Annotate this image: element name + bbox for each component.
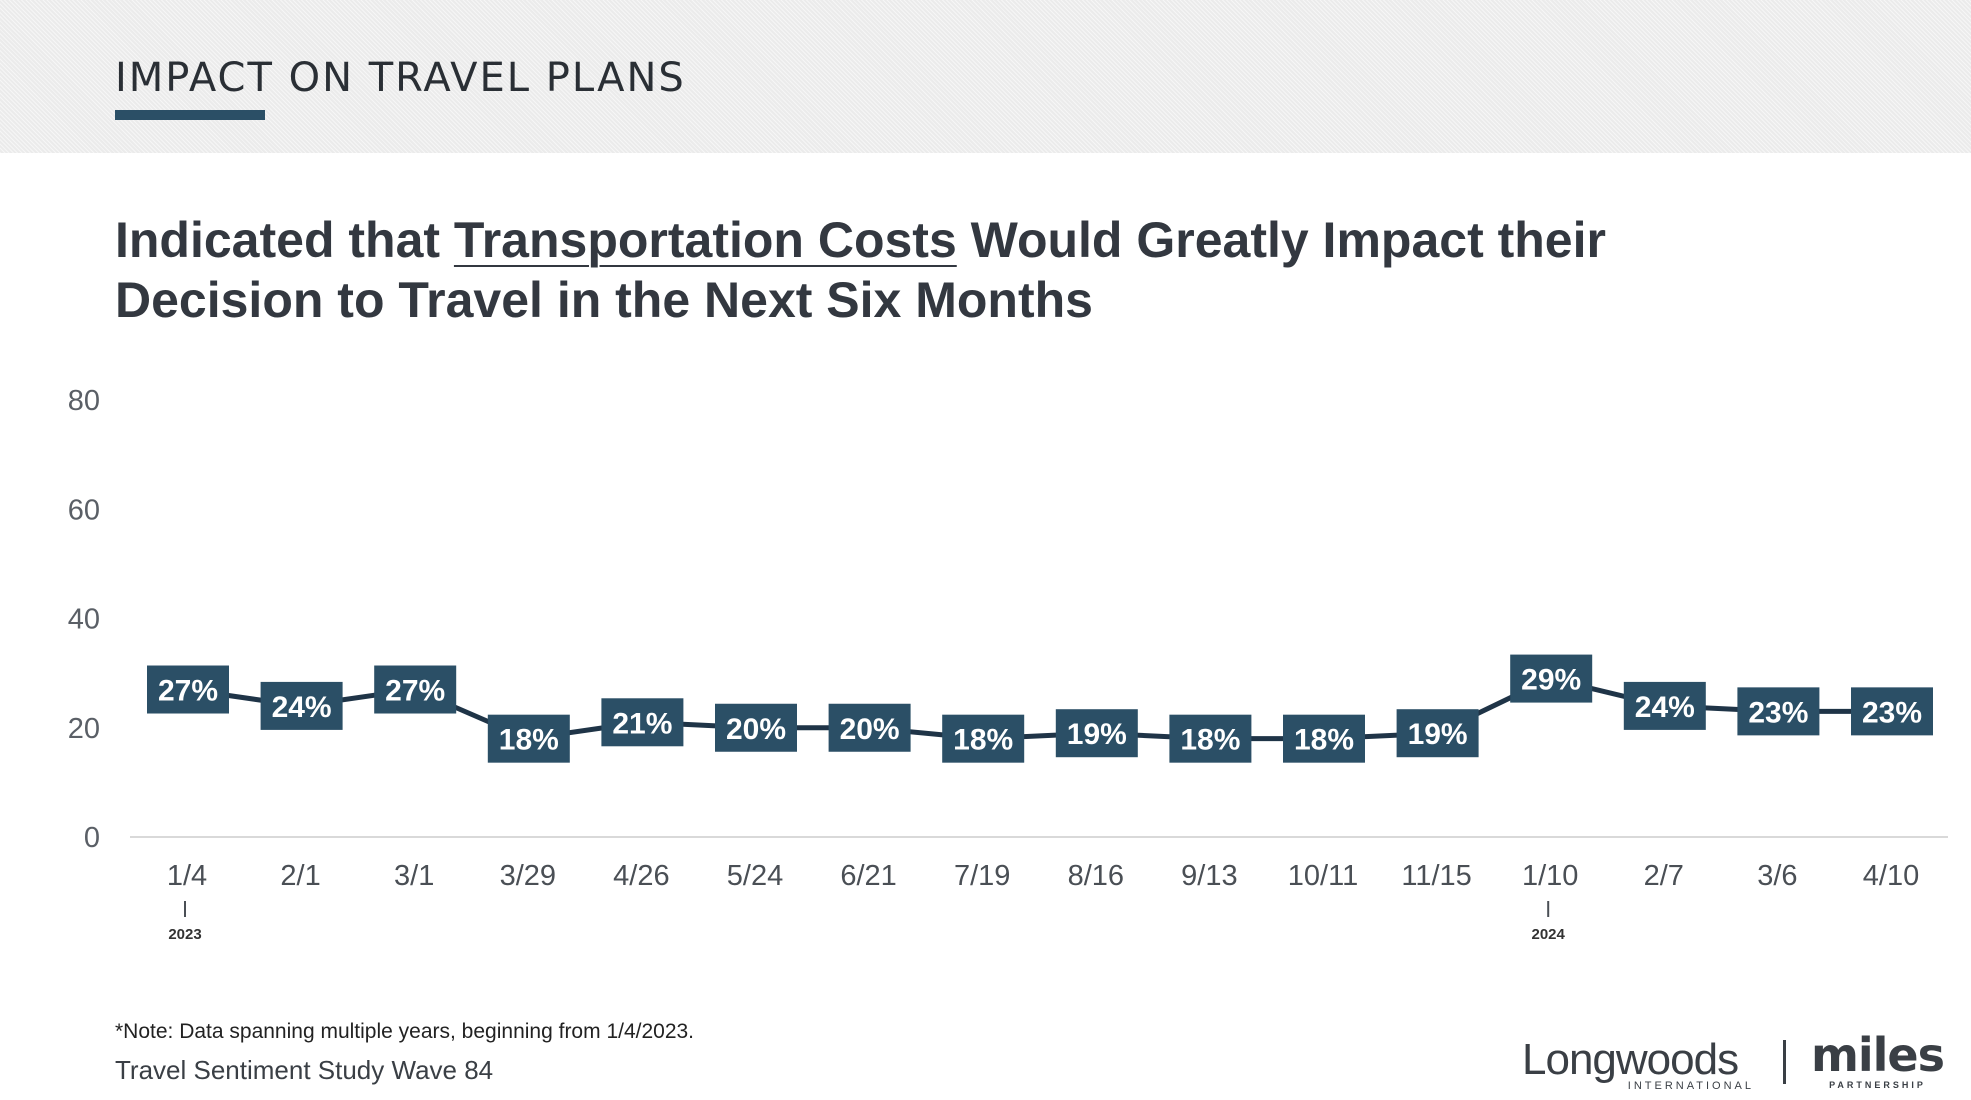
x-tick-label: 7/19 [954,860,1010,892]
logo-divider [1783,1040,1786,1084]
data-point-box [1169,714,1252,763]
x-tick-label: 3/29 [500,860,556,892]
x-tick-label: 4/10 [1863,860,1919,892]
x-tick-label: 10/11 [1288,860,1358,892]
longwoods-logo-name: Longwoods [1522,1035,1739,1084]
y-tick-label: 20 [68,713,100,745]
year-marker-label: 2024 [1532,926,1566,943]
data-label: 21% [612,707,672,740]
data-point-box [942,714,1025,763]
data-point-box [1283,714,1365,763]
data-label: 27% [385,675,445,708]
data-label: 19% [1067,718,1127,751]
x-tick-label: 4/26 [613,860,669,892]
data-label: 20% [726,713,786,746]
chart-title-suffix: Would Greatly Impact their Decision to T… [115,212,1606,328]
data-point-box [1510,654,1593,703]
data-point-box [374,665,457,714]
y-tick-label: 0 [84,822,100,854]
x-tick-label: 3/1 [394,860,434,892]
section-title-underline [115,110,265,120]
x-tick-label: 9/13 [1181,860,1237,892]
data-label: 19% [1408,718,1468,751]
header-band [0,0,1971,153]
data-point-box [601,698,684,747]
x-tick-label: 11/15 [1401,860,1471,892]
data-point-box [147,665,229,714]
miles-logo-name: miles [1810,1028,1945,1082]
x-tick-label: 5/24 [727,860,783,892]
data-point-box [1851,687,1933,736]
data-label: 24% [1635,691,1695,724]
data-label: 23% [1748,696,1808,729]
section-title: IMPACT ON TRAVEL PLANS [115,55,686,101]
footnote: *Note: Data spanning multiple years, beg… [115,1020,695,1043]
x-tick-label: 2/7 [1644,860,1684,892]
data-point-box [1055,709,1138,758]
x-tick-label: 1/10 [1522,860,1578,892]
data-point-box [487,714,570,763]
data-label: 18% [953,724,1013,757]
data-label: 23% [1862,696,1922,729]
year-marker-label: 2023 [168,926,201,943]
x-tick-label: 3/6 [1757,860,1797,892]
source-label: Travel Sentiment Study Wave 84 [115,1055,494,1085]
x-tick-label: 2/1 [280,860,320,892]
x-tick-label: 1/4 [167,860,207,892]
data-label: 18% [1180,724,1240,757]
miles-logo-sub: PARTNERSHIP [1829,1080,1926,1090]
x-tick-label: 6/21 [840,860,896,892]
data-point-box [260,681,343,730]
series-line [186,676,1891,742]
line-chart: 0 20 40 60 80 1/4 2/1 3/1 3/29 4/26 5/24 6/21 7/19 8/… [68,385,1948,943]
y-tick-label: 80 [68,385,100,417]
data-point-box [715,703,797,752]
data-label: 18% [1294,724,1354,757]
data-label: 27% [158,675,218,708]
y-tick-label: 40 [68,604,100,636]
data-point-box [1396,709,1479,758]
chart-title-prefix: Indicated that [115,212,454,268]
chart-title: Indicated that Transportation Costs Woul… [115,210,1715,330]
longwoods-logo: Longwoods INTERNATIONAL [1522,1035,1754,1093]
data-label: 18% [499,724,559,757]
data-point-box [1623,681,1706,730]
y-tick-label: 60 [68,494,100,526]
data-label: 24% [272,691,332,724]
data-point-box [828,703,911,752]
chart-title-underlined: Transportation Costs [453,212,957,268]
longwoods-logo-sub: INTERNATIONAL [1627,1080,1754,1092]
miles-logo: miles PARTNERSHIP [1810,1030,1945,1090]
data-point-box [1737,687,1820,736]
x-tick-label: 8/16 [1068,860,1124,892]
data-label: 29% [1521,664,1581,697]
data-label: 20% [840,713,900,746]
